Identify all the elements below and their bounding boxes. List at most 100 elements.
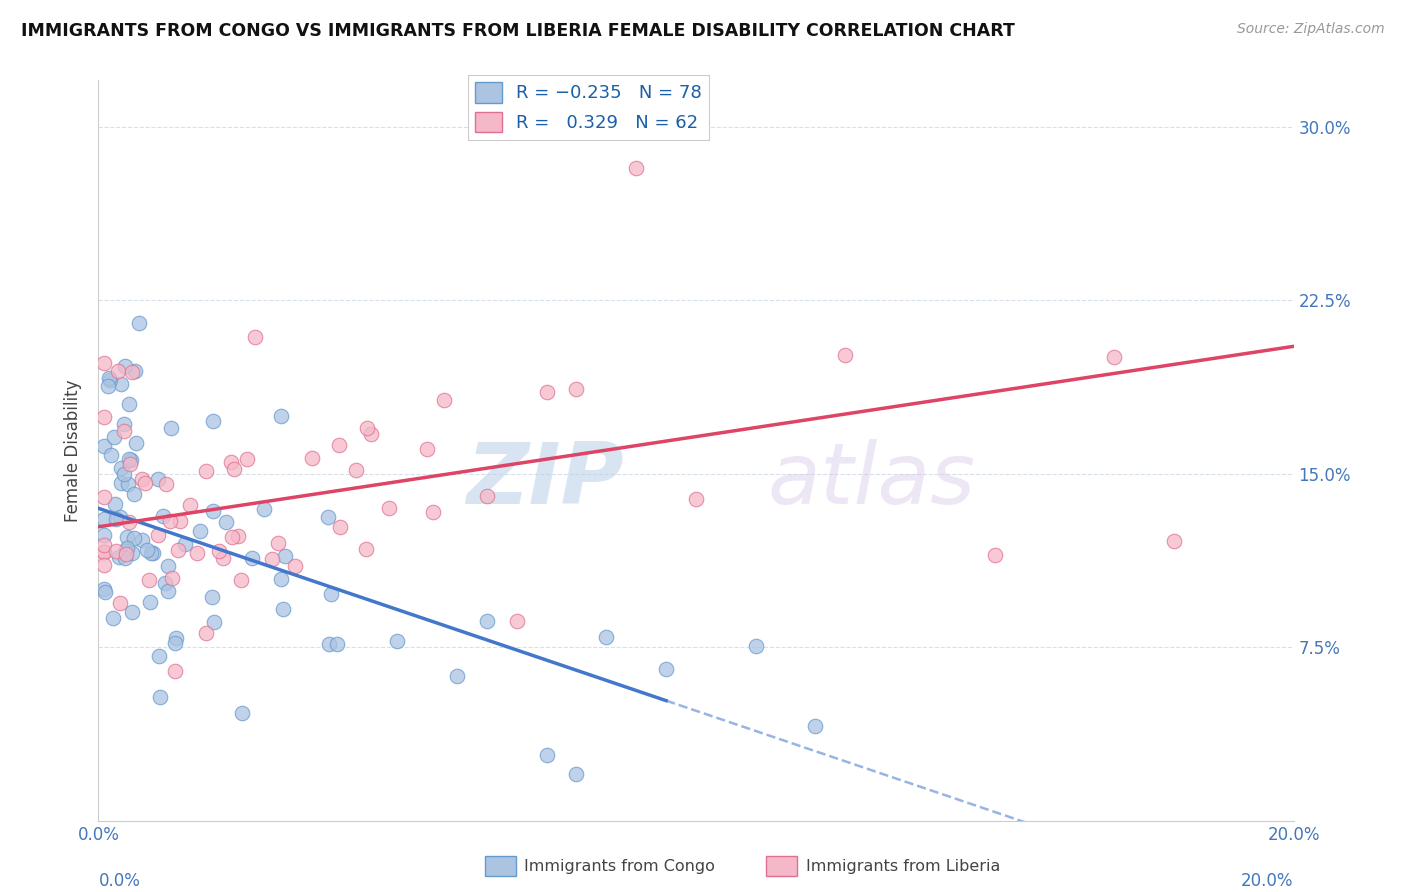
Point (270, 572, 292, 586)
Point (93, 409, 115, 424)
Point (94, 584, 117, 599)
Point (114, 359, 136, 374)
Text: 20.0%: 20.0% (1241, 872, 1294, 890)
Text: Source: ZipAtlas.com: Source: ZipAtlas.com (1237, 22, 1385, 37)
Point (98, 370, 121, 384)
Point (243, 330, 266, 344)
Point (117, 476, 139, 491)
Point (110, 475, 132, 490)
Point (804, 719, 827, 733)
Point (138, 594, 160, 608)
Point (745, 639, 768, 653)
Point (149, 690, 172, 704)
Text: ZIP: ZIP (467, 439, 624, 522)
Point (105, 544, 128, 558)
Point (626, 161, 648, 176)
Point (344, 463, 367, 477)
Point (385, 634, 409, 648)
Point (93, 558, 115, 572)
Point (112, 424, 135, 438)
Point (118, 516, 141, 530)
Y-axis label: Female Disability: Female Disability (65, 379, 83, 522)
Point (354, 542, 377, 557)
Point (148, 648, 170, 663)
Point (100, 448, 122, 462)
Point (142, 546, 165, 560)
Point (120, 453, 142, 467)
Point (328, 438, 350, 452)
Point (318, 636, 340, 650)
Point (195, 464, 218, 478)
Point (329, 520, 352, 534)
Text: atlas: atlas (768, 439, 976, 522)
Point (112, 467, 135, 482)
Point (231, 706, 253, 721)
Point (117, 397, 139, 411)
Point (134, 475, 156, 490)
Point (108, 596, 131, 610)
Point (121, 365, 143, 379)
Point (984, 548, 1007, 562)
Point (125, 435, 148, 450)
Point (165, 632, 187, 646)
Point (270, 409, 292, 424)
Legend: R = −0.235   N = 78, R =   0.329   N = 62: R = −0.235 N = 78, R = 0.329 N = 62 (468, 75, 709, 140)
Point (271, 601, 294, 615)
Point (128, 317, 150, 331)
Point (108, 509, 131, 524)
Point (148, 527, 170, 541)
Point (157, 584, 180, 599)
Point (356, 421, 378, 435)
Point (117, 541, 139, 556)
Point (93, 511, 115, 525)
Point (163, 635, 186, 649)
Point (103, 430, 125, 444)
Point (105, 512, 128, 526)
Point (685, 491, 707, 506)
Point (160, 570, 183, 584)
Point (169, 514, 191, 528)
Point (207, 544, 229, 558)
Point (122, 487, 145, 501)
Point (433, 392, 456, 407)
Point (655, 662, 678, 676)
Point (284, 559, 307, 574)
Point (153, 575, 176, 590)
Text: Immigrants from Liberia: Immigrants from Liberia (806, 859, 1000, 873)
Point (141, 545, 163, 559)
Point (202, 503, 225, 517)
Point (475, 615, 498, 629)
Point (131, 472, 153, 486)
Point (565, 767, 588, 781)
Point (202, 414, 225, 428)
Point (1163, 534, 1185, 549)
Point (240, 551, 263, 566)
Point (301, 450, 323, 465)
Point (475, 489, 498, 503)
Point (595, 631, 617, 645)
Point (135, 542, 157, 557)
Text: 0.0%: 0.0% (98, 872, 141, 890)
Point (326, 636, 349, 650)
Point (159, 514, 181, 528)
Point (236, 451, 259, 466)
Point (93, 528, 115, 542)
Text: Immigrants from Congo: Immigrants from Congo (524, 859, 716, 873)
Point (253, 501, 276, 516)
Point (179, 498, 201, 512)
Point (212, 551, 235, 566)
Text: IMMIGRANTS FROM CONGO VS IMMIGRANTS FROM LIBERIA FEMALE DISABILITY CORRELATION C: IMMIGRANTS FROM CONGO VS IMMIGRANTS FROM… (21, 22, 1015, 40)
Point (118, 452, 141, 467)
Point (565, 382, 588, 396)
Point (93, 490, 115, 504)
Point (186, 546, 208, 560)
Point (98, 373, 121, 387)
Point (93, 356, 115, 370)
Point (834, 348, 856, 362)
Point (93, 582, 115, 596)
Point (188, 524, 211, 539)
Point (93, 545, 115, 559)
Point (274, 549, 297, 563)
Point (115, 547, 138, 561)
Point (219, 455, 242, 469)
